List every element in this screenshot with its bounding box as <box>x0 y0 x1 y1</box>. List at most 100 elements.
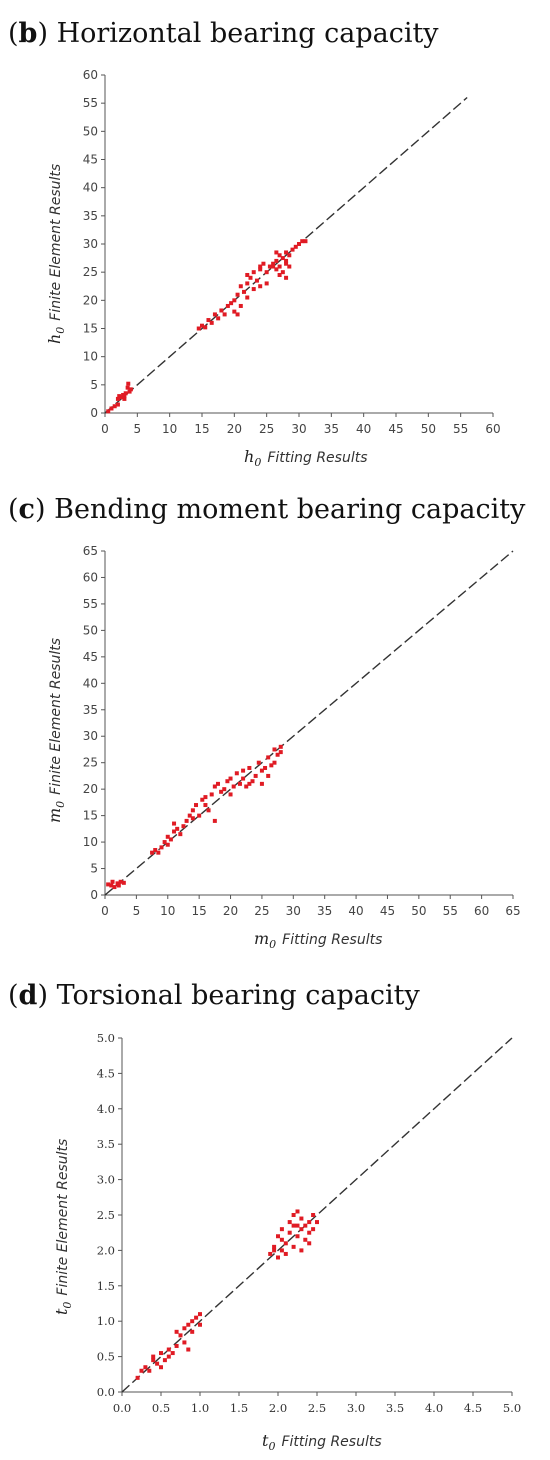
data-point <box>284 275 289 280</box>
y-tick-label: 20 <box>83 782 98 796</box>
data-point <box>166 1354 171 1359</box>
data-point <box>299 1227 304 1232</box>
data-point <box>272 1244 277 1249</box>
data-point <box>238 303 243 308</box>
x-axis-title: h0 Fitting Results <box>244 447 368 469</box>
data-point <box>229 301 234 306</box>
x-tick-label: 35 <box>317 904 332 918</box>
data-point <box>203 325 208 330</box>
data-point <box>303 239 308 244</box>
y-tick-label: 50 <box>83 623 98 637</box>
y-tick-label: 15 <box>83 322 98 336</box>
data-point <box>121 880 126 885</box>
data-point <box>215 781 220 786</box>
y-axis-title: m0Finite Element Results <box>45 638 67 823</box>
x-tick-label: 5 <box>133 904 141 918</box>
x-tick-label: 1.5 <box>230 1401 248 1415</box>
data-point <box>165 834 170 839</box>
data-point <box>277 264 282 269</box>
data-point <box>276 1234 280 1239</box>
data-point <box>272 1248 277 1253</box>
data-point <box>174 1329 179 1334</box>
x-tick-label: 30 <box>291 422 306 436</box>
data-point <box>190 1319 195 1324</box>
panel-title: (d) Torsional bearing capacity <box>8 980 420 1011</box>
data-point <box>222 312 227 317</box>
data-point <box>261 261 266 266</box>
data-point <box>266 755 271 760</box>
x-tick-label: 30 <box>286 904 301 918</box>
data-point <box>234 771 239 776</box>
y-tick-label: 3.0 <box>97 1173 115 1187</box>
data-point <box>307 1220 312 1225</box>
x-tick-label: 3.5 <box>386 1401 404 1415</box>
data-point <box>156 850 161 855</box>
data-point <box>198 1312 202 1317</box>
y-tick-label: 60 <box>83 68 98 82</box>
data-point <box>135 1375 140 1380</box>
data-point <box>235 292 240 297</box>
data-point <box>295 1209 300 1214</box>
x-tick-label: 40 <box>348 904 363 918</box>
y-tick-label: 45 <box>83 650 98 664</box>
data-point <box>172 821 177 826</box>
x-tick-label: 25 <box>259 422 274 436</box>
data-point <box>187 813 192 818</box>
data-point <box>241 776 246 781</box>
data-point <box>307 1230 312 1235</box>
data-point <box>219 789 224 794</box>
data-point <box>153 848 158 853</box>
x-tick-label: 10 <box>162 422 177 436</box>
y-tick-label: 10 <box>83 350 98 364</box>
x-tick-label: 45 <box>388 422 403 436</box>
data-point <box>190 808 195 813</box>
scatter-plot-horizontal: 0055101015152020252530303535404045455050… <box>45 68 501 469</box>
data-point <box>159 1365 163 1370</box>
data-point <box>251 287 256 292</box>
y-tick-label: 40 <box>83 181 98 195</box>
data-point <box>245 281 250 286</box>
y-tick-label: 15 <box>83 809 98 823</box>
reference-line <box>104 97 468 414</box>
y-axis-title: t0Finite Element Results <box>52 1139 74 1315</box>
y-tick-label: 4.5 <box>97 1066 115 1080</box>
data-point <box>168 837 173 842</box>
panel-b: (b) Horizontal bearing capacity 0 0 5 5 10 10… <box>0 0 550 470</box>
data-point <box>194 1315 199 1320</box>
data-point <box>278 744 283 749</box>
data-point <box>206 318 211 323</box>
data-point <box>274 258 279 263</box>
data-point <box>178 1333 183 1338</box>
data-point <box>241 768 246 773</box>
data-point <box>250 779 255 784</box>
x-tick-label: 0.5 <box>152 1401 170 1415</box>
data-point <box>115 881 120 886</box>
data-point <box>264 270 269 275</box>
data-point <box>115 396 120 401</box>
data-point <box>271 264 276 269</box>
data-point <box>225 779 230 784</box>
data-point <box>284 261 289 266</box>
x-tick-label: 3.0 <box>347 1401 365 1415</box>
y-tick-label: 1.0 <box>97 1314 115 1328</box>
y-tick-label: 40 <box>83 676 98 690</box>
y-tick-label: 60 <box>83 570 98 584</box>
data-point <box>119 395 124 400</box>
data-point <box>109 883 114 888</box>
y-tick-label: 2.0 <box>97 1243 115 1257</box>
data-point <box>248 275 253 280</box>
data-point <box>291 1213 296 1217</box>
x-tick-label: 0 <box>101 904 109 918</box>
data-point <box>115 402 120 407</box>
data-point <box>269 763 274 768</box>
reference-line <box>121 1037 513 1393</box>
data-point <box>307 1241 312 1246</box>
data-point <box>274 250 279 255</box>
y-tick-label: 55 <box>83 597 98 611</box>
data-point <box>170 1351 175 1356</box>
data-point <box>166 1347 171 1352</box>
x-tick-label: 4.5 <box>464 1401 482 1415</box>
x-tick-label: 60 <box>485 422 500 436</box>
y-tick-label: 45 <box>83 153 98 167</box>
data-point <box>209 320 214 325</box>
